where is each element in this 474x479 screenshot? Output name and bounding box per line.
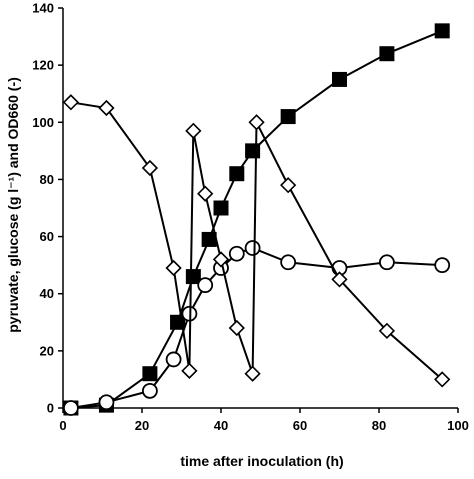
data-point-diamond bbox=[141, 159, 159, 177]
x-tick-label: 80 bbox=[372, 418, 386, 433]
data-point-diamond bbox=[212, 251, 230, 268]
data-point-circle bbox=[228, 245, 245, 262]
y-tick-label: 20 bbox=[40, 343, 54, 358]
data-point-diamond bbox=[165, 259, 182, 277]
y-axis-title: pyruvate, glucose (g l⁻¹) and OD660 (-) bbox=[5, 77, 21, 333]
data-point-square bbox=[245, 143, 261, 159]
data-point-square bbox=[434, 23, 450, 39]
data-point-circle bbox=[244, 240, 261, 256]
y-tick-label: 60 bbox=[40, 229, 54, 244]
x-tick-label: 100 bbox=[447, 418, 469, 433]
data-point-square bbox=[332, 71, 347, 87]
data-point-square bbox=[280, 109, 296, 125]
y-tick-label: 120 bbox=[32, 58, 54, 73]
data-point-square bbox=[229, 166, 245, 182]
x-tick-label: 0 bbox=[59, 418, 66, 433]
data-point-square bbox=[185, 269, 201, 285]
data-point-diamond bbox=[181, 362, 198, 379]
data-point-square bbox=[213, 200, 229, 216]
series-layer bbox=[62, 23, 451, 416]
data-point-diamond bbox=[98, 99, 115, 117]
x-tick-label: 20 bbox=[135, 418, 149, 433]
data-point-circle bbox=[141, 382, 158, 399]
data-point-diamond bbox=[62, 94, 80, 111]
series-open-diamond bbox=[62, 94, 451, 388]
series-filled-square bbox=[63, 23, 450, 416]
x-tick-label: 40 bbox=[214, 418, 228, 433]
data-point-diamond bbox=[185, 122, 202, 139]
data-point-diamond bbox=[197, 185, 214, 202]
series-line-filled-square bbox=[70, 29, 443, 409]
axes: 0 20 40 60 80 100 120 140 0 20 40 60 80 100 bbox=[32, 1, 469, 434]
y-tick-label: 40 bbox=[40, 286, 54, 301]
data-point-circle bbox=[280, 254, 297, 271]
data-point-circle bbox=[165, 351, 182, 368]
y-tick-label: 80 bbox=[40, 172, 54, 187]
data-point-circle bbox=[378, 254, 395, 271]
data-point-diamond bbox=[244, 365, 261, 382]
y-tick-label: 100 bbox=[32, 115, 54, 130]
data-point-circle bbox=[197, 277, 214, 294]
y-tick-label: 140 bbox=[32, 1, 54, 16]
data-point-circle bbox=[434, 257, 451, 274]
data-point-diamond bbox=[280, 177, 297, 194]
data-point-circle bbox=[63, 400, 79, 416]
data-point-square bbox=[379, 46, 395, 62]
data-point-circle bbox=[98, 394, 115, 411]
data-point-square bbox=[142, 366, 158, 382]
x-axis-title: time after inoculation (h) bbox=[180, 453, 343, 469]
data-point-diamond bbox=[434, 371, 451, 388]
series-open-circle bbox=[63, 240, 451, 416]
y-tick-label: 0 bbox=[47, 401, 54, 416]
x-tick-label: 60 bbox=[293, 418, 307, 433]
data-point-diamond bbox=[228, 319, 245, 337]
data-point-diamond bbox=[378, 322, 396, 339]
data-point-diamond bbox=[248, 114, 265, 131]
data-point-diamond bbox=[331, 271, 348, 288]
